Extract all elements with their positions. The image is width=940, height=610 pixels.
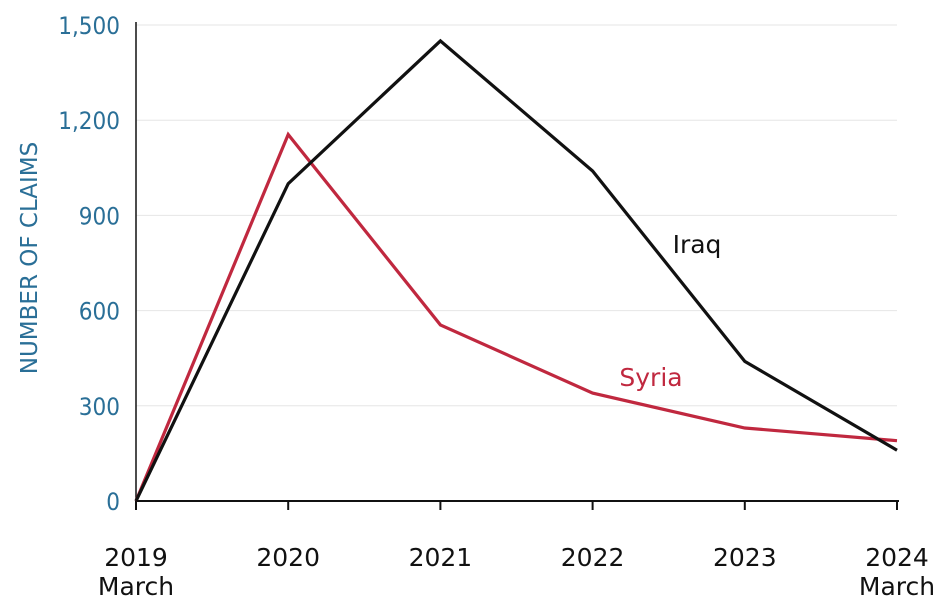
- x-tick-label: 2021: [409, 543, 473, 572]
- series-line-iraq: [134, 38, 898, 502]
- series-label-iraq: Iraq: [673, 230, 722, 259]
- x-tick-sublabel: March: [98, 572, 174, 601]
- series-lines: [134, 38, 898, 502]
- y-tick-labels: 0 300 600 900 1,200 1,500: [58, 12, 120, 516]
- x-tick-label: 2022: [561, 543, 625, 572]
- y-tick-label: 300: [79, 393, 120, 421]
- y-axis-label: NUMBER OF CLAIMS: [17, 142, 43, 375]
- y-tick-label: 600: [79, 298, 120, 326]
- y-tick-label: 900: [79, 202, 120, 230]
- axes: [135, 22, 899, 510]
- y-tick-label: 1,500: [58, 12, 120, 40]
- x-tick-label: 2023: [713, 543, 777, 572]
- x-tick-label: 2020: [256, 543, 320, 572]
- x-tick-label: 2024: [865, 543, 929, 572]
- x-tick-sublabel: March: [859, 572, 935, 601]
- series-labels: Iraq Syria: [619, 230, 721, 392]
- y-tick-label: 0: [106, 488, 120, 516]
- series-line-syria: [134, 131, 898, 502]
- series-label-syria: Syria: [619, 363, 682, 392]
- x-tick-label: 2019: [104, 543, 168, 572]
- gridlines: [136, 24, 897, 407]
- y-tick-label: 1,200: [58, 107, 120, 135]
